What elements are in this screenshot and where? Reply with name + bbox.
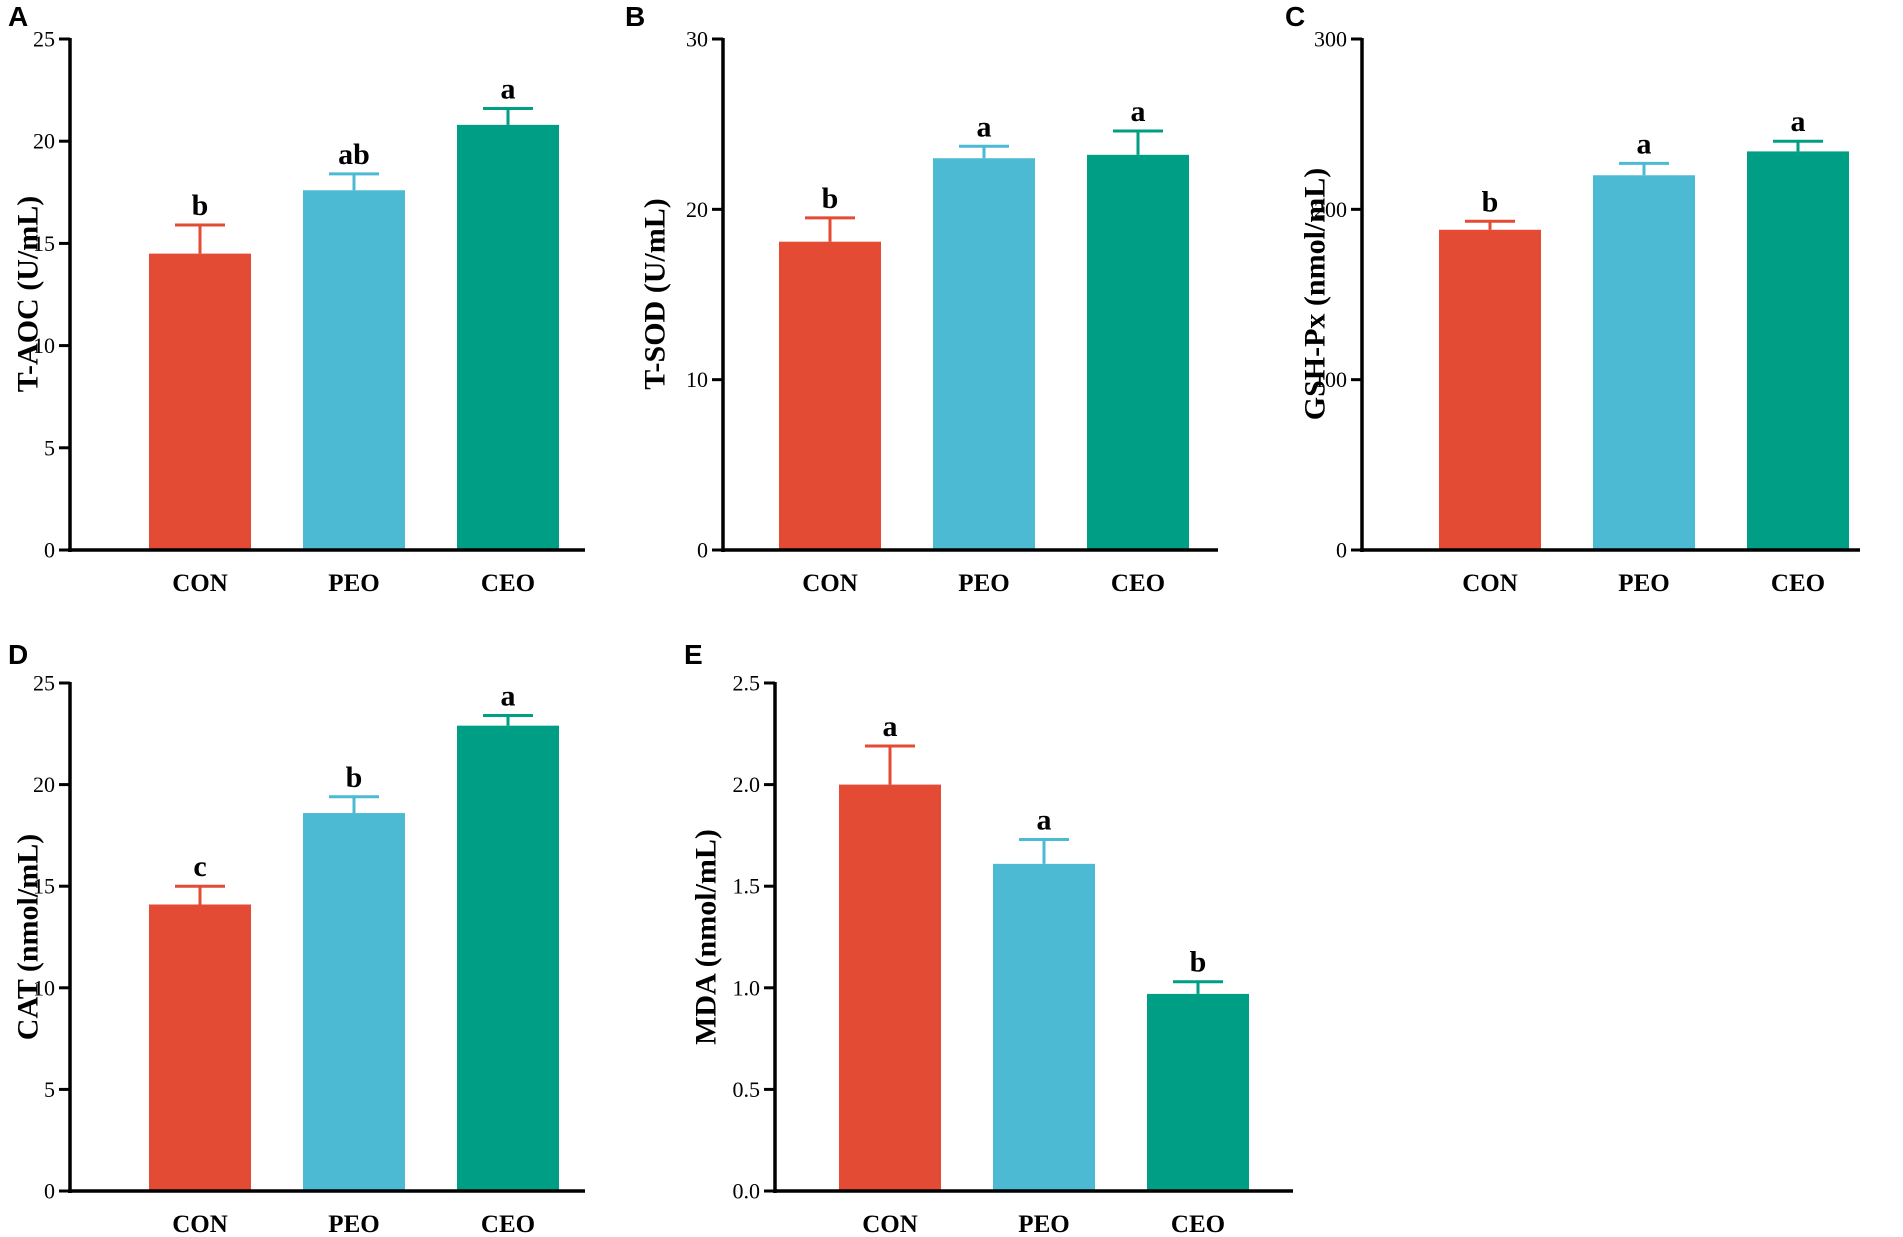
panel-d-y-axis-title: CAT (nmol/mL): [12, 834, 45, 1040]
panel-d-letter: D: [8, 639, 28, 670]
panel-b-sig-label-peo: a: [977, 110, 992, 143]
panel-a-sig-label-con: b: [192, 189, 209, 222]
panel-e-sig-label-ceo: b: [1190, 946, 1207, 979]
panel-d-bar-ceo: [457, 725, 559, 1191]
panel-e: E MDA (nmol/mL) a CON a PEO b CEO 0.0 0.5 1.0 1.5 2.…: [684, 639, 1293, 1237]
panel-e-y-axis-title: MDA (nmol/mL): [690, 829, 723, 1045]
panel-e-y-tick-label: 2.0: [733, 772, 761, 797]
panel-d-y-tick-label: 20: [33, 772, 55, 797]
panel-a-letter: A: [8, 1, 28, 32]
panel-d-sig-label-con: c: [193, 850, 206, 883]
panel-b-y-axis-title: T-SOD (U/mL): [639, 198, 672, 389]
panel-c-bar-ceo: [1747, 151, 1849, 551]
panel-c-letter: C: [1285, 1, 1305, 32]
panel-a-y-tick-label: 5: [44, 435, 55, 460]
panel-c-sig-label-peo: a: [1637, 127, 1652, 160]
panel-c-y-tick-label: 0: [1336, 538, 1347, 563]
panel-e-bar-peo: [993, 863, 1095, 1191]
panel-a-y-tick-label: 10: [33, 333, 55, 358]
panel-b-bar-peo: [933, 158, 1035, 550]
panel-a-y-tick-label: 15: [33, 231, 55, 256]
panel-b-x-tick-label-con: CON: [802, 570, 858, 597]
panel-b-y-tick-label: 20: [686, 197, 708, 222]
panel-b-bar-ceo: [1087, 154, 1189, 550]
panel-a-x-tick-label-con: CON: [172, 570, 228, 597]
panel-e-y-tick-label: 1.5: [733, 874, 761, 899]
panel-e-bar-ceo: [1147, 993, 1249, 1191]
panel-d-y-tick-label: 25: [33, 671, 55, 696]
panel-d-bar-con: [149, 904, 251, 1191]
panel-b-y-tick-label: 30: [686, 27, 708, 52]
panel-c-bar-con: [1439, 229, 1541, 551]
panel-c-x-tick-label-ceo: CEO: [1771, 570, 1825, 597]
panel-a-x-tick-label-peo: PEO: [328, 570, 379, 597]
panel-b-y-tick-label: 0: [697, 538, 708, 563]
panel-c-x-tick-label-con: CON: [1462, 570, 1518, 597]
panel-c-sig-label-ceo: a: [1791, 105, 1806, 138]
panel-c-y-tick-label: 200: [1314, 197, 1347, 222]
panel-d-x-tick-label-ceo: CEO: [481, 1211, 535, 1237]
panel-d: D CAT (nmol/mL) c CON b PEO a CEO 0 5 10 15 20 25: [8, 639, 585, 1237]
panel-b: B T-SOD (U/mL) b CON a PEO a CEO 0 10 20 30: [625, 1, 1218, 597]
panel-a: A T-AOC (U/mL) b CON ab PEO a CEO 0 5 10 15 20 25: [8, 1, 585, 597]
panel-e-y-tick-label: 0.0: [733, 1179, 761, 1204]
panel-e-letter: E: [684, 639, 703, 670]
panel-d-sig-label-peo: b: [346, 761, 363, 794]
panel-c-y-tick-label: 100: [1314, 367, 1347, 392]
panel-c: C GSH-Px (nmol/mL) b CON a PEO a CEO 0 100 200 300: [1285, 1, 1860, 597]
panel-a-bar-peo: [303, 190, 405, 551]
panel-c-bar-peo: [1593, 175, 1695, 550]
panel-e-x-tick-label-ceo: CEO: [1171, 1211, 1225, 1237]
panel-d-x-tick-label-con: CON: [172, 1211, 228, 1237]
panel-c-y-axis-title: GSH-Px (nmol/mL): [1299, 168, 1332, 421]
panel-a-y-axis-title: T-AOC (U/mL): [12, 196, 45, 392]
panel-a-y-tick-label: 0: [44, 538, 55, 563]
panel-b-letter: B: [625, 1, 645, 32]
panel-d-y-tick-label: 5: [44, 1077, 55, 1102]
panel-a-sig-label-ceo: a: [501, 72, 516, 105]
panel-b-x-tick-label-ceo: CEO: [1111, 570, 1165, 597]
panel-e-x-tick-label-peo: PEO: [1018, 1211, 1069, 1237]
panel-c-x-tick-label-peo: PEO: [1618, 570, 1669, 597]
panel-e-y-tick-label: 2.5: [733, 671, 761, 696]
panel-b-sig-label-con: b: [822, 182, 839, 215]
panel-c-y-tick-label: 300: [1314, 27, 1347, 52]
panel-a-sig-label-peo: ab: [338, 138, 370, 171]
panel-d-y-tick-label: 15: [33, 874, 55, 899]
panel-c-sig-label-con: b: [1482, 185, 1499, 218]
panel-d-y-tick-label: 0: [44, 1179, 55, 1204]
panel-e-sig-label-peo: a: [1037, 803, 1052, 836]
panel-b-x-tick-label-peo: PEO: [958, 570, 1009, 597]
panel-a-y-tick-label: 25: [33, 27, 55, 52]
panel-b-bar-con: [779, 241, 881, 551]
panel-d-sig-label-ceo: a: [501, 680, 516, 713]
panel-b-sig-label-ceo: a: [1131, 95, 1146, 128]
panel-d-y-tick-label: 10: [33, 975, 55, 1000]
panel-e-bar-con: [839, 784, 941, 1191]
panel-a-y-tick-label: 20: [33, 129, 55, 154]
panel-e-sig-label-con: a: [883, 710, 898, 743]
panel-d-bar-peo: [303, 813, 405, 1191]
panel-a-bar-ceo: [457, 124, 559, 551]
panel-e-x-tick-label-con: CON: [862, 1211, 918, 1237]
panel-e-y-tick-label: 1.0: [733, 975, 761, 1000]
panel-e-y-tick-label: 0.5: [733, 1077, 761, 1102]
panel-a-x-tick-label-ceo: CEO: [481, 570, 535, 597]
panel-b-y-tick-label: 10: [686, 367, 708, 392]
panel-d-x-tick-label-peo: PEO: [328, 1211, 379, 1237]
panel-a-bar-con: [149, 253, 251, 550]
